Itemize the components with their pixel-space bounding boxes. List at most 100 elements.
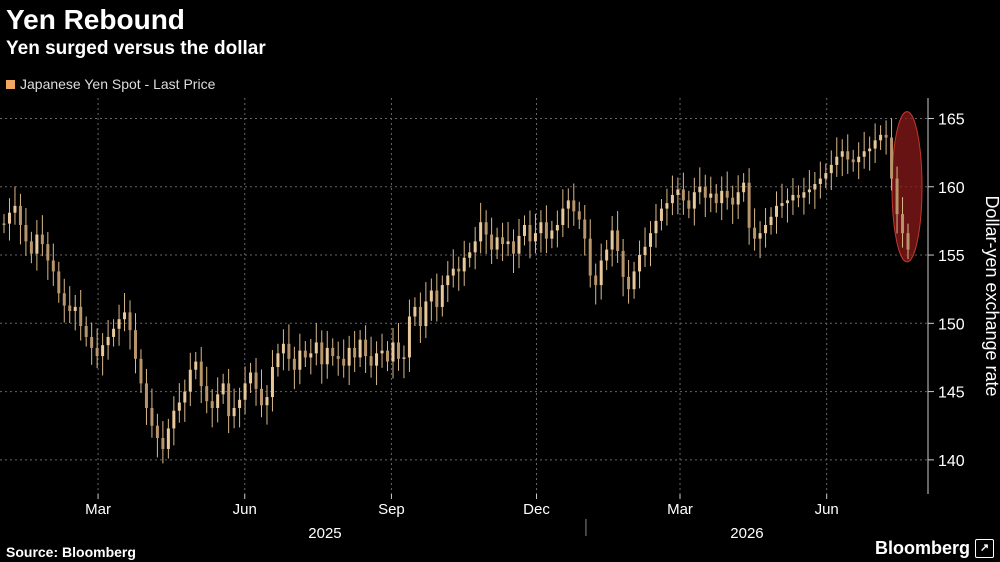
x-tick-label: Jun: [815, 501, 839, 518]
candle-body: [183, 391, 187, 403]
candle-body: [424, 301, 428, 327]
candle: [309, 338, 313, 375]
candle: [775, 191, 779, 234]
y-tick-label: 140: [938, 453, 965, 470]
candle: [221, 373, 225, 404]
candle-body: [835, 156, 839, 165]
candle: [769, 207, 773, 235]
x-tick-label: Jun: [233, 501, 257, 518]
candle: [884, 120, 888, 155]
candle: [670, 175, 674, 216]
candle: [473, 226, 477, 270]
source-note: Source: Bloomberg: [6, 544, 136, 560]
candle: [714, 184, 718, 213]
candle-body: [901, 214, 905, 234]
candle: [18, 193, 22, 245]
candle: [654, 203, 658, 248]
candle-body: [117, 319, 121, 329]
candle: [561, 189, 565, 238]
candle: [703, 174, 707, 218]
candle-body: [309, 353, 313, 358]
candle: [139, 349, 143, 393]
candle-body: [62, 293, 66, 306]
candle-body: [451, 268, 455, 276]
candle: [544, 205, 548, 254]
candle-body: [106, 336, 110, 346]
candle: [128, 300, 132, 350]
candle: [594, 263, 598, 305]
candle-body: [692, 192, 696, 209]
chart-subtitle: Yen surged versus the dollar: [6, 38, 266, 59]
candle-body: [473, 241, 477, 253]
candle: [298, 333, 302, 385]
x-tick-label: Dec: [523, 501, 550, 518]
candle: [150, 388, 154, 438]
candle-body: [260, 388, 264, 406]
candle-body: [144, 383, 148, 408]
candle-body: [802, 192, 806, 198]
x-tick-label: Mar: [667, 501, 693, 518]
candle: [265, 385, 269, 425]
candle: [753, 208, 757, 251]
candle-body: [29, 241, 33, 254]
candle-body: [764, 224, 768, 234]
candle-body: [550, 230, 554, 239]
candle-body: [150, 407, 154, 426]
candle: [873, 123, 877, 163]
candle-body: [654, 220, 658, 234]
candle: [857, 142, 861, 180]
candle-body: [501, 237, 505, 245]
candle: [879, 125, 883, 150]
candle-body: [588, 238, 592, 276]
candle-body: [210, 401, 214, 408]
candle-body: [725, 190, 729, 198]
candle: [583, 205, 587, 256]
candle: [199, 347, 203, 404]
candle: [227, 368, 231, 434]
candle: [868, 136, 872, 171]
candle: [506, 221, 510, 257]
candle-body: [638, 255, 642, 272]
candle: [901, 197, 905, 248]
candle: [13, 186, 17, 225]
candle-body: [539, 222, 543, 234]
candle-body: [709, 193, 713, 198]
candle: [851, 149, 855, 172]
candle: [479, 202, 483, 254]
candle-body: [824, 173, 828, 179]
y-axis-label: Dollar-yen exchange rate: [982, 195, 1000, 396]
candle: [890, 118, 894, 191]
candle: [84, 316, 88, 347]
candle-body: [101, 345, 105, 357]
candle: [451, 249, 455, 288]
candle-body: [605, 249, 609, 261]
candle: [906, 223, 910, 260]
candle-body: [298, 350, 302, 370]
candle: [292, 346, 296, 390]
candle-body: [818, 178, 822, 185]
candle-body: [292, 358, 296, 370]
candle: [610, 215, 614, 267]
candle-body: [46, 244, 50, 261]
candle-body: [139, 358, 143, 384]
y-tick-label: 150: [938, 316, 965, 333]
candle-body: [681, 189, 685, 201]
candle-body: [807, 189, 811, 193]
candle: [605, 240, 609, 271]
candle-body: [353, 347, 357, 358]
candle: [243, 366, 247, 415]
candle-body: [287, 343, 291, 359]
candle: [599, 243, 603, 300]
candle-body: [375, 353, 379, 366]
candle-body: [402, 357, 406, 359]
y-tick-label: 155: [938, 248, 965, 265]
candle-body: [227, 383, 231, 417]
candle: [380, 333, 384, 368]
candle-body: [79, 306, 83, 327]
candle-body: [413, 306, 417, 317]
candle: [840, 139, 844, 177]
candle-body: [665, 203, 669, 209]
candle: [123, 292, 127, 332]
candle-body: [506, 241, 510, 245]
candle: [632, 261, 636, 299]
